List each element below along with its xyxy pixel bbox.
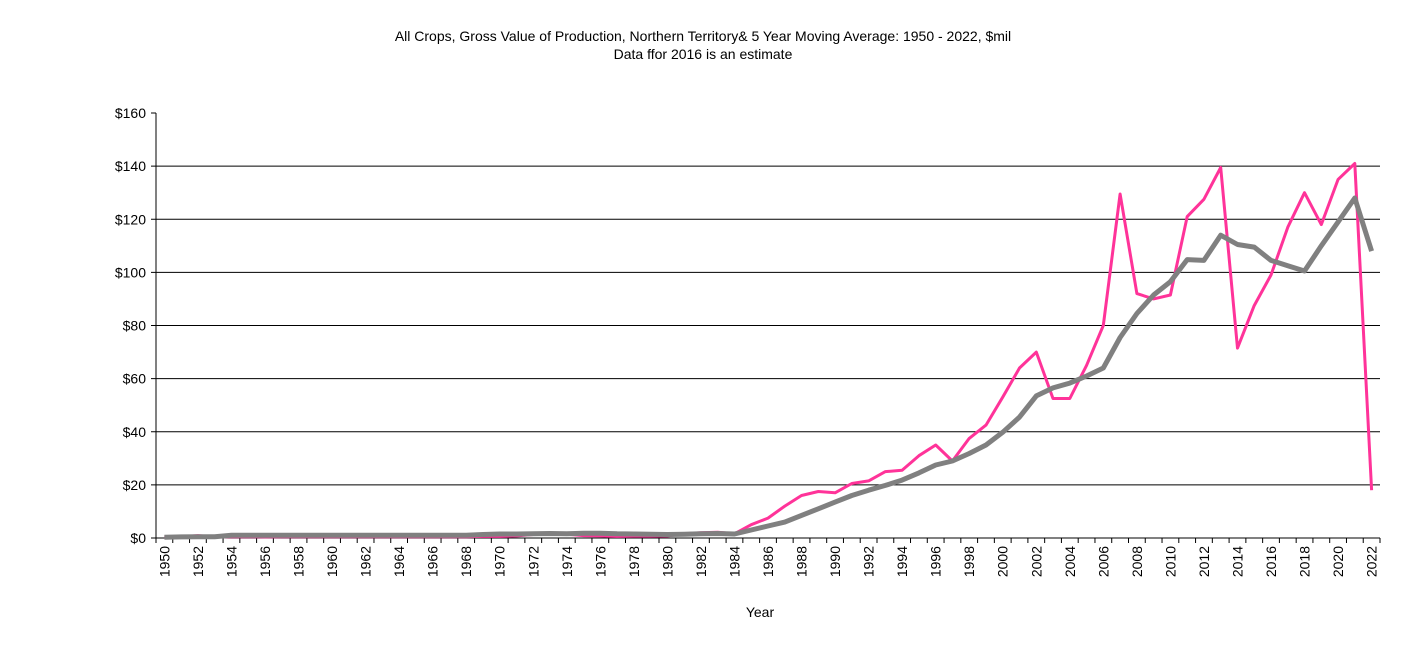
x-tick-label: 1972 — [525, 546, 541, 577]
x-tick-label: 2008 — [1129, 546, 1145, 577]
x-tick-label: 2000 — [995, 546, 1011, 577]
y-tick-label: $80 — [123, 318, 147, 334]
x-axis-title: Year — [745, 604, 775, 620]
x-tick-label: 1996 — [928, 546, 944, 577]
x-tick-label: 1980 — [659, 546, 675, 577]
y-tick-label: $160 — [115, 105, 146, 121]
y-tick-label: $0 — [130, 530, 146, 546]
x-tick-label: 1990 — [827, 546, 843, 577]
y-tick-label: $20 — [123, 477, 147, 493]
axes — [151, 112, 1381, 543]
y-tick-label: $140 — [115, 158, 146, 174]
x-tick-label: 1988 — [794, 546, 810, 577]
chart-title-main: All Crops, Gross Value of Production, No… — [394, 28, 1012, 44]
y-tick-label: $40 — [123, 424, 147, 440]
x-tick-label: 1974 — [559, 546, 575, 577]
x-tick-label: 2018 — [1297, 546, 1313, 577]
x-tick-label: 1960 — [324, 546, 340, 577]
x-tick-label: 2004 — [1062, 546, 1078, 577]
x-tick-label: 1962 — [358, 546, 374, 577]
x-tick-label: 2002 — [1028, 546, 1044, 577]
x-tick-label: 1984 — [726, 546, 742, 577]
y-tick-label: $120 — [115, 211, 146, 227]
x-tick-label: 2012 — [1196, 546, 1212, 577]
x-tick-label: 1956 — [257, 546, 273, 577]
x-tick-label: 1970 — [492, 546, 508, 577]
x-tick-label: 1998 — [961, 546, 977, 577]
x-tick-label: 1992 — [861, 546, 877, 577]
series-lines — [164, 162, 1374, 540]
y-tick-label: $100 — [115, 264, 146, 280]
chart-title: All Crops, Gross Value of Production, No… — [0, 27, 1406, 63]
x-tick-label: 2020 — [1330, 546, 1346, 577]
x-tick-label: 1950 — [156, 546, 172, 577]
x-tick-label: 1952 — [190, 546, 206, 577]
series-line-moving-average — [164, 195, 1374, 540]
x-tick-label: 1994 — [894, 546, 910, 577]
x-tick-label: 1986 — [760, 546, 776, 577]
y-tick-label: $60 — [123, 371, 147, 387]
x-tick-label: 1968 — [458, 546, 474, 577]
x-tick-label: 2014 — [1229, 546, 1245, 577]
x-tick-label: 1964 — [391, 546, 407, 577]
x-tick-label: 2010 — [1162, 546, 1178, 577]
x-tick-label: 2016 — [1263, 546, 1279, 577]
gridlines — [156, 165, 1380, 486]
x-tick-label: 1966 — [425, 546, 441, 577]
x-tick-label: 2022 — [1364, 546, 1380, 577]
x-tick-label: 2006 — [1095, 546, 1111, 577]
x-tick-label: 1954 — [223, 546, 239, 577]
y-tick-labels: $0 $20 $40 $60 $80 $100 $120 $140 $160 — [115, 105, 146, 546]
x-tick-label: 1958 — [291, 546, 307, 577]
x-tick-labels: 1950 1952 1954 1956 1958 1960 1962 1964 1966 1968… — [156, 546, 1379, 577]
x-tick-label: 1978 — [626, 546, 642, 577]
chart-subtitle: Data ffor 2016 is an estimate — [613, 46, 793, 62]
x-tick-label: 1982 — [693, 546, 709, 577]
x-tick-label: 1976 — [592, 546, 608, 577]
